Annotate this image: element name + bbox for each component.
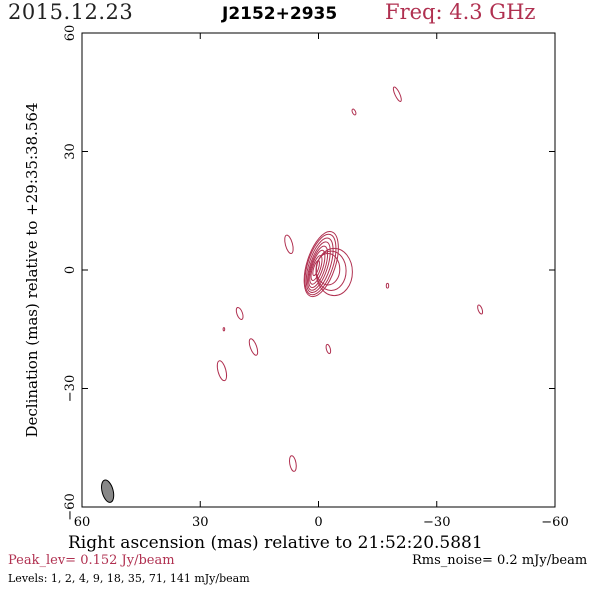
x-axis-label: Right ascension (mas) relative to 21:52:… bbox=[68, 533, 483, 553]
core-contour-71 bbox=[310, 255, 323, 281]
contour-levels: Levels: 1, 2, 4, 9, 18, 35, 71, 141 mJy/… bbox=[8, 572, 250, 585]
x-tick-label: 30 bbox=[192, 515, 209, 530]
y-tick-label: −30 bbox=[63, 375, 78, 402]
observation-date: 2015.12.23 bbox=[8, 0, 134, 24]
y-axis-label: Declination (mas) relative to +29:35:38.… bbox=[23, 102, 41, 438]
x-tick-label: −60 bbox=[541, 515, 568, 530]
source-name: J2152+2935 bbox=[222, 4, 338, 24]
feature-contour bbox=[351, 108, 357, 116]
feature-contour bbox=[284, 234, 294, 255]
y-tick-label: −60 bbox=[63, 493, 78, 520]
frequency-label: Freq: 4.3 GHz bbox=[385, 0, 536, 24]
x-tick-label: 0 bbox=[314, 515, 322, 530]
peak-level: Peak_lev= 0.152 Jy/beam bbox=[8, 553, 175, 568]
core-contour-1 bbox=[303, 231, 339, 298]
core-contour-4 bbox=[305, 237, 334, 293]
rms-noise: Rms_noise= 0.2 mJy/beam bbox=[412, 553, 588, 568]
beam-ellipse bbox=[101, 479, 115, 503]
y-tick-label: 0 bbox=[63, 266, 78, 274]
feature-contour bbox=[216, 360, 228, 382]
core-contour-18 bbox=[308, 245, 329, 289]
x-tick-label: −30 bbox=[423, 515, 450, 530]
feature-contour bbox=[392, 86, 402, 102]
feature-contour bbox=[235, 306, 244, 320]
feature-contour bbox=[477, 304, 484, 315]
y-tick-label: 30 bbox=[63, 143, 78, 160]
core-contour-2 bbox=[304, 233, 337, 296]
feature-contour bbox=[325, 343, 332, 355]
feature-contour bbox=[288, 455, 297, 472]
x-tick-label: 60 bbox=[74, 515, 91, 530]
core-contour-35 bbox=[309, 249, 326, 285]
feature-contour bbox=[222, 327, 226, 332]
feature-contour bbox=[248, 338, 259, 356]
core-contour-9 bbox=[307, 241, 331, 291]
plot-frame bbox=[81, 32, 556, 508]
feature-contour bbox=[385, 282, 390, 289]
y-tick-label: 60 bbox=[63, 25, 78, 42]
core-contour-141 bbox=[312, 259, 320, 277]
